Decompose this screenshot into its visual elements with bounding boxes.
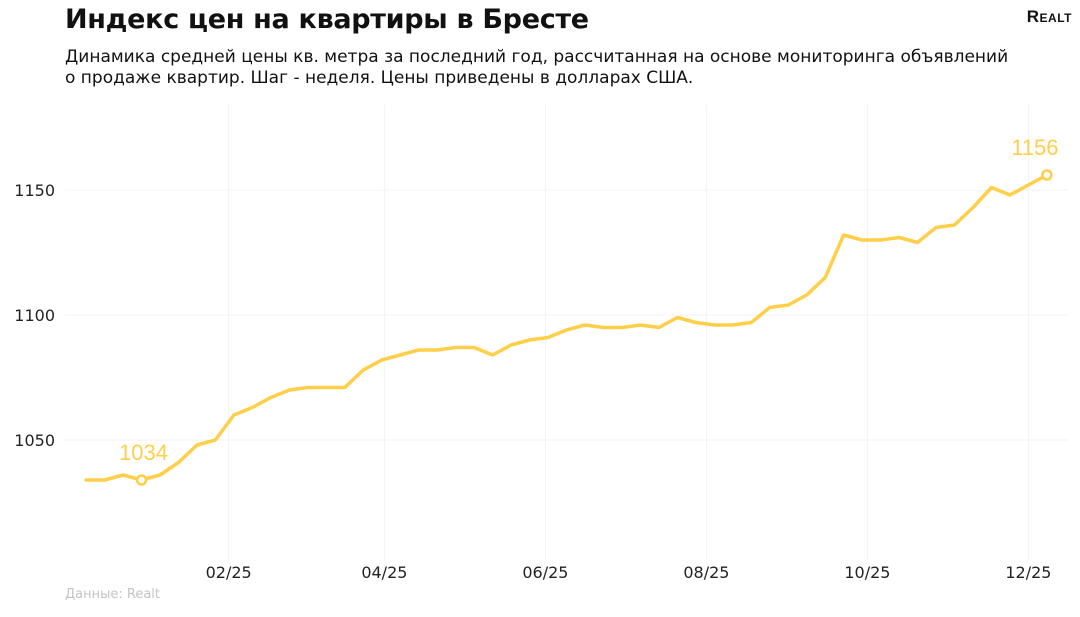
data-label: 1034 [119,440,168,465]
data-source: Данные: Realt [65,587,161,602]
x-tick-label: 06/25 [522,563,568,582]
realt-logo: Realt [1026,7,1072,26]
chart-title: Индекс цен на квартиры в Бресте [65,4,589,35]
x-tick-label: 08/25 [683,563,729,582]
y-tick-label: 1050 [14,431,55,450]
y-tick-label: 1100 [14,306,55,325]
x-tick-label: 02/25 [206,563,252,582]
chart-subtitle: Динамика средней цены кв. метра за после… [65,47,1009,88]
x-tick-label: 04/25 [361,563,407,582]
x-tick-label: 12/25 [1005,563,1051,582]
y-tick-label: 1150 [14,181,55,200]
data-label: 1156 [1011,135,1058,160]
price-line [84,173,1049,482]
x-tick-label: 10/25 [844,563,890,582]
annotated-point-marker [135,474,148,486]
annotated-point-marker [1041,169,1053,181]
